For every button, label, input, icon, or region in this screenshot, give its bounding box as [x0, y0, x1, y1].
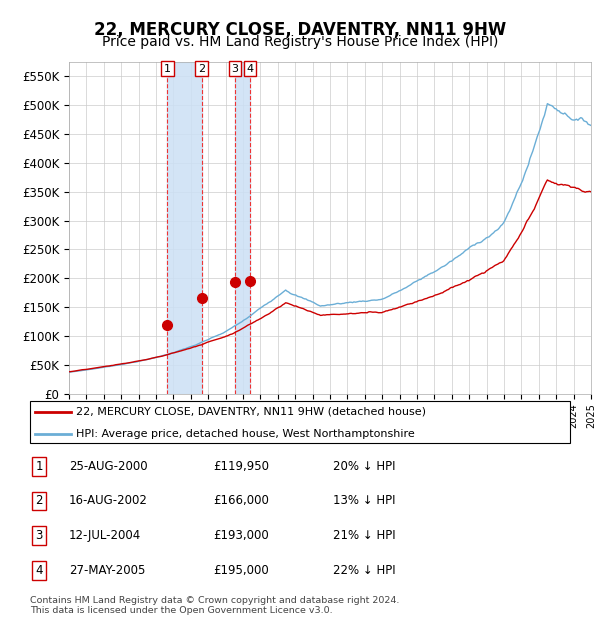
Bar: [235, 62, 250, 394]
Text: 16-AUG-2002: 16-AUG-2002: [69, 495, 148, 507]
Text: 25-AUG-2000: 25-AUG-2000: [69, 460, 148, 472]
Bar: [167, 62, 202, 394]
Text: 3: 3: [232, 64, 238, 74]
Text: HPI: Average price, detached house, West Northamptonshire: HPI: Average price, detached house, West…: [76, 429, 415, 439]
Text: 12-JUL-2004: 12-JUL-2004: [69, 529, 141, 542]
Text: 4: 4: [35, 564, 43, 577]
Text: 22% ↓ HPI: 22% ↓ HPI: [333, 564, 395, 577]
Text: 1: 1: [164, 64, 171, 74]
FancyBboxPatch shape: [30, 401, 570, 443]
Text: 20% ↓ HPI: 20% ↓ HPI: [333, 460, 395, 472]
Text: Price paid vs. HM Land Registry's House Price Index (HPI): Price paid vs. HM Land Registry's House …: [102, 35, 498, 49]
Text: 27-MAY-2005: 27-MAY-2005: [69, 564, 145, 577]
Text: £195,000: £195,000: [213, 564, 269, 577]
Text: 4: 4: [247, 64, 254, 74]
Text: 3: 3: [35, 529, 43, 542]
Text: 22, MERCURY CLOSE, DAVENTRY, NN11 9HW (detached house): 22, MERCURY CLOSE, DAVENTRY, NN11 9HW (d…: [76, 407, 426, 417]
Text: 21% ↓ HPI: 21% ↓ HPI: [333, 529, 395, 542]
Text: 22, MERCURY CLOSE, DAVENTRY, NN11 9HW: 22, MERCURY CLOSE, DAVENTRY, NN11 9HW: [94, 21, 506, 39]
Text: 2: 2: [35, 495, 43, 507]
Text: £166,000: £166,000: [213, 495, 269, 507]
Text: £119,950: £119,950: [213, 460, 269, 472]
Text: 13% ↓ HPI: 13% ↓ HPI: [333, 495, 395, 507]
Text: Contains HM Land Registry data © Crown copyright and database right 2024.
This d: Contains HM Land Registry data © Crown c…: [30, 596, 400, 615]
Text: £193,000: £193,000: [213, 529, 269, 542]
Text: 2: 2: [198, 64, 205, 74]
Text: 1: 1: [35, 460, 43, 472]
